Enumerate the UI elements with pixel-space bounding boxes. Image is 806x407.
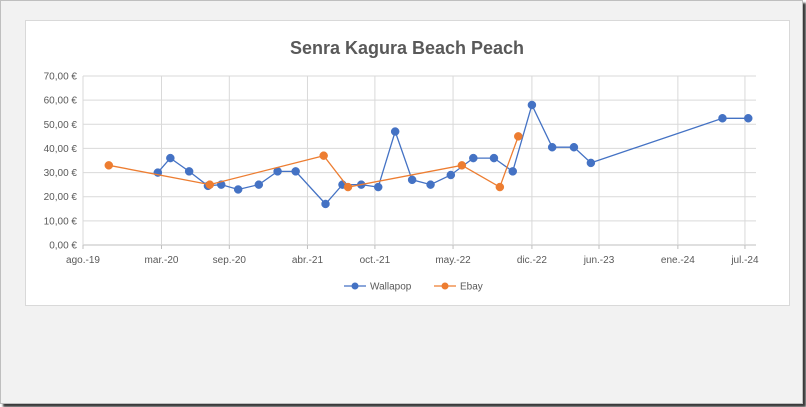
y-tick-label: 0,00 € bbox=[49, 241, 77, 252]
series-layer bbox=[104, 100, 753, 209]
wallapop-point bbox=[547, 142, 557, 152]
wallapop-point bbox=[166, 153, 175, 163]
x-tick-label: dic.-22 bbox=[517, 255, 547, 266]
chart-area: Senra Kagura Beach Peach 0,00 € 10,00 € 20… bbox=[25, 20, 790, 306]
wallapop-point bbox=[586, 158, 596, 168]
wallapop-point bbox=[373, 182, 383, 192]
y-tick-label: 60,00 € bbox=[44, 96, 78, 107]
wallapop-point bbox=[569, 142, 579, 152]
x-tick-label: may.-22 bbox=[435, 255, 471, 266]
ebay-point bbox=[343, 182, 353, 192]
y-axis-tick-labels: 0,00 € 10,00 € 20,00 € 30,00 € 40,00 € 50,00 … bbox=[44, 72, 78, 252]
y-tick-label: 10,00 € bbox=[44, 216, 78, 227]
wallapop-point bbox=[446, 170, 456, 180]
x-axis-tick-labels: ago.-19 mar.-20 sep.-20 abr.-21 oct.-21 may.-… bbox=[66, 255, 759, 266]
wallapop-point bbox=[508, 167, 517, 176]
y-tick-label: 70,00 € bbox=[44, 72, 78, 83]
ebay-point bbox=[495, 182, 505, 192]
wallapop-point bbox=[527, 100, 537, 110]
wallapop-point bbox=[426, 180, 435, 189]
x-tick-label: abr.-21 bbox=[292, 255, 324, 266]
y-tick-label: 30,00 € bbox=[44, 168, 78, 179]
wallapop-point bbox=[291, 167, 300, 176]
legend: Wallapop Ebay bbox=[344, 282, 483, 293]
x-tick-label: ago.-19 bbox=[66, 255, 100, 266]
wallapop-point bbox=[254, 180, 264, 189]
ebay-point bbox=[205, 180, 215, 189]
ebay-point bbox=[514, 132, 523, 141]
wallapop-point bbox=[718, 114, 727, 123]
legend-marker-wallapop bbox=[351, 282, 359, 290]
wallapop-point bbox=[744, 114, 753, 123]
x-tick-label: jun.-23 bbox=[583, 255, 615, 266]
gridlines bbox=[82, 75, 756, 249]
ebay-point bbox=[104, 161, 114, 170]
wallapop-point bbox=[489, 153, 499, 163]
y-tick-label: 50,00 € bbox=[44, 120, 78, 131]
x-tick-label: jul.-24 bbox=[730, 255, 759, 266]
ebay-point bbox=[319, 151, 328, 160]
legend-label-ebay: Ebay bbox=[460, 282, 483, 293]
wallapop-point bbox=[321, 199, 330, 209]
y-tick-label: 20,00 € bbox=[44, 192, 78, 203]
chart-title: Senra Kagura Beach Peach bbox=[290, 38, 524, 58]
wallapop-point bbox=[407, 175, 417, 185]
series-ebay bbox=[104, 132, 523, 192]
wallapop-point bbox=[184, 167, 194, 176]
y-tick-label: 40,00 € bbox=[44, 144, 78, 155]
x-tick-label: oct.-21 bbox=[360, 255, 391, 266]
wallapop-point bbox=[233, 185, 243, 194]
wallapop-point bbox=[469, 153, 478, 163]
x-tick-label: sep.-20 bbox=[213, 255, 247, 266]
legend-label-wallapop: Wallapop bbox=[370, 282, 412, 293]
x-tick-label: ene.-24 bbox=[661, 255, 695, 266]
x-tick-label: mar.-20 bbox=[145, 255, 179, 266]
wallapop-point bbox=[390, 127, 400, 136]
ebay-point bbox=[457, 161, 467, 170]
line-chart: Senra Kagura Beach Peach 0,00 € 10,00 € 20… bbox=[44, 38, 759, 293]
legend-marker-ebay bbox=[441, 282, 449, 290]
